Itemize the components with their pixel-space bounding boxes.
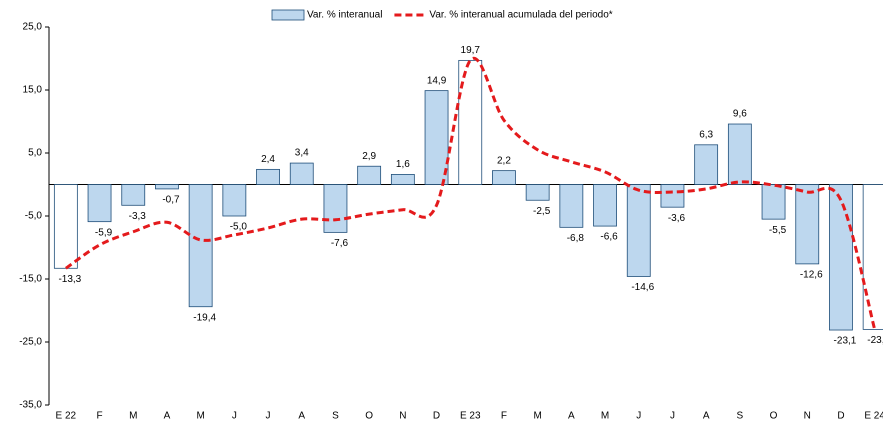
x-tick-label: J (670, 411, 675, 422)
x-tick-label: D (433, 411, 440, 422)
bar (289, 162, 314, 185)
bar (727, 123, 752, 185)
bar (323, 184, 348, 233)
y-tick-label: -25,0 (19, 337, 42, 348)
legend-label: Var. % interanual acumulada del periodo* (429, 10, 612, 21)
bar (121, 184, 146, 206)
value-label: -6,6 (600, 232, 618, 243)
bar (222, 184, 247, 217)
value-label: 2,4 (261, 154, 275, 165)
x-tick-label: O (365, 411, 373, 422)
bar (593, 184, 617, 227)
x-tick-label: M (533, 411, 541, 422)
x-tick-label: E 22 (56, 411, 77, 422)
value-label: 9,6 (733, 109, 747, 120)
bar (761, 184, 786, 220)
value-label: -19,4 (193, 312, 216, 323)
x-tick-label: D (837, 411, 844, 422)
bar (660, 184, 685, 208)
y-tick-label: -15,0 (19, 274, 42, 285)
bar (492, 170, 516, 185)
bar (829, 184, 853, 331)
x-tick-label: A (298, 411, 305, 422)
y-tick-label: -5,0 (25, 211, 43, 222)
bar (357, 165, 382, 185)
value-label: -14,6 (631, 282, 654, 293)
legend-swatch (271, 9, 305, 21)
value-label: 3,4 (295, 148, 309, 159)
value-label: 2,2 (497, 155, 511, 166)
bar (694, 144, 719, 185)
x-tick-label: M (601, 411, 609, 422)
x-tick-label: J (232, 411, 237, 422)
value-label: -5,9 (95, 227, 113, 238)
x-tick-label: M (129, 411, 137, 422)
value-label: 19,7 (461, 45, 481, 56)
value-label: -3,6 (668, 213, 686, 224)
bar (525, 184, 550, 201)
x-tick-label: A (568, 411, 575, 422)
value-label: -0,7 (162, 195, 180, 206)
x-tick-label: N (399, 411, 406, 422)
value-label: -2,5 (533, 206, 551, 217)
bar (862, 184, 883, 330)
bar (458, 59, 483, 185)
bar (559, 184, 584, 228)
y-tick-label: -35,0 (19, 400, 42, 411)
line (64, 56, 877, 330)
value-label: -6,8 (567, 233, 585, 244)
value-label: -5,5 (769, 225, 787, 236)
x-tick-label: S (737, 411, 744, 422)
x-tick-label: J (636, 411, 641, 422)
x-tick-label: N (804, 411, 811, 422)
x-tick-label: E 23 (460, 411, 481, 422)
bar (795, 184, 820, 265)
value-label: -23,0 (867, 335, 883, 346)
value-label: 14,9 (427, 75, 447, 86)
x-tick-label: M (196, 411, 204, 422)
value-label: -3,3 (129, 211, 147, 222)
y-tick-label: 25,0 (23, 22, 43, 33)
bar (256, 168, 280, 185)
value-label: 6,3 (699, 129, 713, 140)
x-tick-label: J (266, 411, 271, 422)
bar (626, 184, 651, 277)
value-label: 2,9 (362, 151, 376, 162)
x-tick-label: F (501, 411, 507, 422)
x-tick-label: A (164, 411, 171, 422)
x-tick-label: O (770, 411, 778, 422)
value-label: -12,6 (800, 270, 823, 281)
value-label: -5,0 (230, 222, 248, 233)
x-tick-label: F (96, 411, 102, 422)
value-label: -7,6 (331, 238, 349, 249)
y-tick-label: 5,0 (28, 148, 42, 159)
y-tick-label: 15,0 (23, 85, 43, 96)
value-label: -23,1 (834, 336, 857, 347)
bar (390, 174, 415, 185)
x-tick-label: E 24 (864, 411, 883, 422)
x-tick-label: A (703, 411, 710, 422)
value-label: -13,3 (58, 274, 81, 285)
x-tick-label: S (332, 411, 339, 422)
bar (53, 184, 78, 269)
legend-label: Var. % interanual (307, 10, 382, 21)
bar (188, 184, 213, 308)
bar (424, 90, 449, 185)
bar (87, 184, 112, 223)
bar (155, 184, 179, 190)
value-label: 1,6 (396, 159, 410, 170)
